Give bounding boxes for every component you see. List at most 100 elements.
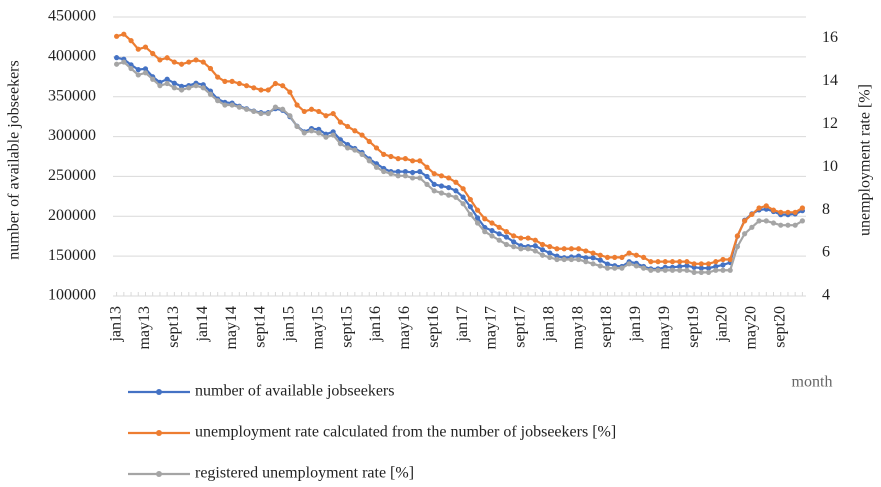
point — [698, 261, 704, 267]
x-tick-label: sept18 — [598, 306, 615, 348]
point — [590, 261, 596, 267]
point — [576, 256, 582, 263]
point — [409, 158, 416, 164]
x-tick-label: sept16 — [425, 306, 442, 348]
point — [496, 237, 502, 243]
point — [770, 207, 777, 213]
x-tick-label: may15 — [309, 306, 326, 350]
point — [207, 65, 214, 72]
point — [662, 267, 668, 273]
point — [474, 215, 481, 221]
point — [308, 128, 315, 134]
point — [799, 218, 805, 224]
point — [720, 262, 726, 268]
point — [178, 61, 185, 67]
point — [243, 106, 250, 112]
point — [705, 269, 712, 275]
point — [258, 87, 264, 93]
point — [186, 59, 192, 65]
point — [727, 267, 733, 273]
point — [792, 222, 798, 228]
point — [662, 259, 668, 265]
point — [171, 59, 177, 65]
point — [164, 55, 170, 61]
y-tick-label: 150000 — [48, 247, 96, 264]
point — [799, 205, 805, 211]
point — [395, 173, 401, 179]
y-tick-label: 300000 — [48, 127, 96, 144]
point — [135, 67, 141, 73]
x-tick-label: may19 — [656, 306, 673, 350]
point — [655, 267, 661, 273]
y2-axis-label: unemployment rate [%] — [857, 84, 874, 236]
point — [597, 252, 603, 258]
y2-tick-label: 10 — [822, 158, 838, 175]
legend-marker — [156, 471, 162, 477]
point — [229, 102, 235, 108]
point — [677, 259, 683, 265]
point — [200, 59, 206, 65]
legend-marker — [156, 389, 162, 395]
point — [330, 132, 336, 138]
point — [446, 192, 452, 198]
point — [417, 175, 423, 181]
point — [713, 267, 719, 273]
point — [121, 31, 127, 37]
point — [525, 235, 531, 241]
point — [503, 241, 510, 248]
point — [128, 38, 134, 44]
point — [142, 66, 149, 72]
y2-tick-label: 8 — [822, 201, 830, 218]
point — [705, 261, 712, 267]
legend-label: registered unemployment rate [%] — [195, 465, 414, 482]
point — [135, 72, 141, 78]
point — [114, 55, 120, 61]
point — [539, 252, 546, 258]
point — [424, 181, 430, 187]
point — [547, 250, 553, 256]
legend-marker — [156, 430, 162, 436]
point — [251, 85, 257, 91]
point — [265, 110, 271, 117]
point — [720, 256, 726, 263]
point — [742, 218, 748, 224]
point — [121, 59, 127, 65]
point — [633, 263, 639, 269]
point — [583, 248, 589, 254]
point — [482, 229, 488, 235]
point — [200, 85, 206, 91]
point — [496, 231, 502, 237]
point — [705, 265, 712, 271]
point — [677, 263, 683, 270]
point — [474, 207, 481, 213]
point — [496, 224, 502, 230]
point — [135, 46, 141, 52]
x-tick-label: may16 — [396, 306, 413, 350]
point — [431, 181, 437, 187]
point — [381, 168, 387, 175]
point — [301, 108, 307, 115]
point — [785, 222, 791, 228]
point — [316, 130, 322, 136]
point — [749, 211, 755, 218]
legend-label: unemployment rate calculated from the nu… — [195, 424, 616, 441]
point — [373, 145, 380, 151]
x-tick-label: may18 — [569, 306, 586, 350]
point — [157, 83, 163, 89]
point — [236, 80, 242, 87]
point — [511, 233, 517, 239]
point — [424, 164, 430, 170]
point — [669, 267, 676, 273]
point — [308, 106, 315, 112]
point — [316, 108, 322, 115]
point — [294, 123, 300, 130]
point — [568, 256, 574, 263]
point — [178, 87, 185, 93]
point — [467, 204, 473, 210]
point — [503, 229, 510, 235]
x-axis-label: month — [792, 374, 833, 391]
point — [554, 246, 560, 252]
x-tick-label: may13 — [136, 306, 153, 350]
point — [438, 173, 445, 179]
point — [453, 194, 459, 200]
